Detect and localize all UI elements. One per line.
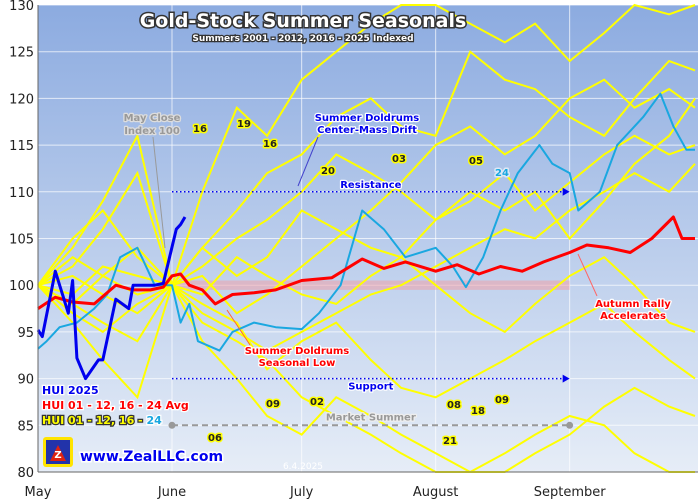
y-tick-label: 110	[9, 186, 34, 201]
y-tick-label: 115	[9, 139, 34, 154]
series-average-line	[37, 215, 695, 310]
year-label: 16	[263, 139, 277, 150]
svg-text:Z: Z	[54, 450, 61, 461]
annotation-line: Center-Mass Drift	[317, 125, 417, 136]
year-label: 06	[208, 433, 222, 444]
y-tick-label: 90	[17, 373, 34, 388]
annotation-arrow	[577, 253, 598, 297]
year-label: 21	[443, 436, 457, 447]
pink-band	[171, 280, 570, 290]
y-tick-label: 125	[9, 46, 34, 61]
arrow-right-icon	[562, 374, 570, 383]
main-series-group	[36, 92, 695, 381]
legend: HUI 2025 HUI 01 - 12, 16 - 24 Avg HUI 01…	[41, 383, 190, 429]
legend-item-hui-2025: HUI 2025	[42, 384, 99, 397]
support-label: Support	[348, 382, 393, 393]
yellow-series-line	[37, 78, 696, 315]
legend-years-text: HUI 01 - 12, 16 -	[42, 414, 146, 427]
annotation-may-close: May Close Index 100	[122, 112, 182, 249]
annotation-center-mass: Summer Doldrums Center-Mass Drift	[297, 112, 421, 187]
annotation-line: Autumn Rally	[595, 299, 671, 310]
annotation-arrow	[297, 136, 319, 187]
annotation-line: Summer Doldrums	[245, 346, 350, 357]
legend-item-years: HUI 01 - 12, 16 - 24	[42, 414, 162, 427]
x-tick-label: June	[157, 485, 186, 500]
year-label: 24	[495, 168, 509, 179]
year-label: 05	[469, 156, 483, 167]
y-tick-label: 130	[9, 0, 34, 14]
market-summer-start-dot	[168, 421, 176, 429]
yellow-series-line	[37, 3, 696, 289]
annotation-line: Accelerates	[600, 311, 666, 322]
annotation-seasonal-low: Summer Doldrums Seasonal Low	[226, 309, 351, 370]
yellow-series-line	[37, 265, 696, 399]
annotation-arrow	[152, 136, 166, 249]
annotation-line: Summer Doldrums	[315, 113, 420, 124]
legend-item-average: HUI 01 - 12, 16 - 24 Avg	[42, 399, 189, 412]
arrow-right-icon	[562, 187, 570, 196]
chart-subtitle: Summers 2001 - 2012, 2016 - 2025 Indexed	[192, 34, 413, 44]
market-summer-label: Market Summer	[326, 412, 416, 423]
x-tick-label: May	[25, 485, 52, 500]
x-tick-label: September	[534, 485, 607, 500]
yellow-series-line	[37, 283, 695, 473]
annotation-autumn-rally: Autumn Rally Accelerates	[577, 253, 673, 323]
series-2024-line	[37, 92, 695, 352]
y-tick-label: 85	[17, 419, 34, 434]
y-tick-label: 120	[9, 92, 34, 107]
x-axis: May June July August September	[25, 485, 607, 500]
year-label: 20	[321, 166, 335, 177]
zeal-logo: Z	[43, 437, 73, 467]
annotation-line: Seasonal Low	[259, 358, 336, 369]
year-labels: 19 16 16 20 03 05 24 09 02 06 08 18 09 2…	[192, 118, 511, 449]
annotation-arrow	[226, 309, 251, 346]
annotation-line: Index 100	[124, 126, 180, 137]
yellow-series-line	[37, 50, 696, 288]
chart-title: Gold-Stock Summer Seasonals	[140, 10, 467, 32]
yellow-series-line	[37, 282, 696, 473]
yellow-series-line	[37, 97, 696, 287]
annotation-line: May Close	[124, 113, 181, 124]
y-tick-label: 100	[9, 279, 34, 294]
y-tick-label: 80	[17, 466, 34, 481]
year-label: 08	[447, 400, 461, 411]
year-label: 16	[193, 124, 207, 135]
x-tick-label: July	[289, 485, 314, 500]
y-axis: 80 85 90 95 100 105 110 115 120 125 130	[9, 0, 34, 481]
year-label: 18	[471, 406, 485, 417]
y-tick-label: 105	[9, 233, 34, 248]
market-summer-end-dot	[566, 421, 574, 429]
watermark-url: www.ZealLLC.com	[80, 449, 223, 465]
series-hui-2025-line	[36, 216, 187, 381]
year-label: 03	[392, 154, 406, 165]
legend-accent-text: 24	[146, 414, 162, 427]
reference-lines: Resistance Support Market Summer	[168, 179, 574, 429]
x-tick-label: August	[413, 485, 459, 500]
date-stamp: 6.4.2025	[283, 462, 323, 472]
year-label: 09	[495, 395, 509, 406]
year-label: 02	[310, 397, 324, 408]
year-label: 19	[237, 119, 251, 130]
yellow-series-line	[37, 255, 696, 334]
year-label: 09	[266, 399, 280, 410]
resistance-label: Resistance	[340, 180, 401, 191]
y-tick-label: 95	[17, 326, 34, 341]
